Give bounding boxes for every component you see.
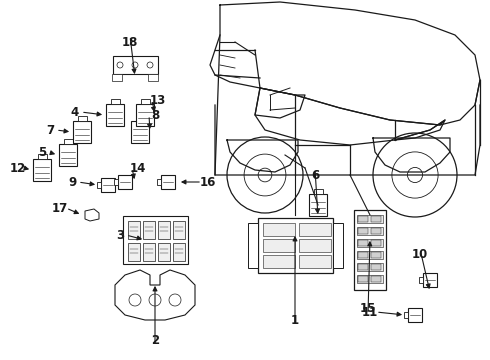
FancyBboxPatch shape — [371, 276, 381, 282]
Text: 15: 15 — [360, 302, 376, 315]
Text: 12: 12 — [10, 162, 26, 175]
FancyBboxPatch shape — [118, 175, 132, 189]
FancyBboxPatch shape — [371, 264, 381, 270]
FancyBboxPatch shape — [357, 215, 383, 223]
FancyBboxPatch shape — [143, 243, 154, 261]
FancyBboxPatch shape — [114, 179, 118, 185]
FancyBboxPatch shape — [357, 251, 383, 259]
FancyBboxPatch shape — [419, 277, 423, 283]
FancyBboxPatch shape — [333, 222, 343, 267]
FancyBboxPatch shape — [112, 74, 122, 81]
Text: 10: 10 — [412, 248, 428, 261]
FancyBboxPatch shape — [143, 221, 154, 239]
Text: 1: 1 — [291, 314, 299, 327]
FancyBboxPatch shape — [371, 240, 381, 246]
Text: 17: 17 — [52, 202, 68, 215]
FancyBboxPatch shape — [157, 179, 161, 185]
FancyBboxPatch shape — [141, 99, 149, 104]
FancyBboxPatch shape — [38, 154, 47, 159]
FancyBboxPatch shape — [97, 182, 101, 188]
Text: 2: 2 — [151, 333, 159, 346]
FancyBboxPatch shape — [357, 275, 383, 283]
FancyBboxPatch shape — [106, 104, 124, 126]
FancyBboxPatch shape — [358, 252, 368, 258]
FancyBboxPatch shape — [263, 222, 294, 235]
FancyBboxPatch shape — [358, 264, 368, 270]
Text: 3: 3 — [116, 229, 124, 242]
FancyBboxPatch shape — [111, 99, 120, 104]
FancyBboxPatch shape — [298, 222, 330, 235]
FancyBboxPatch shape — [157, 243, 170, 261]
FancyBboxPatch shape — [172, 221, 185, 239]
Text: 18: 18 — [122, 36, 138, 49]
FancyBboxPatch shape — [309, 194, 327, 216]
FancyBboxPatch shape — [314, 189, 322, 194]
FancyBboxPatch shape — [263, 239, 294, 252]
FancyBboxPatch shape — [358, 240, 368, 246]
FancyBboxPatch shape — [73, 121, 91, 143]
FancyBboxPatch shape — [77, 116, 87, 121]
FancyBboxPatch shape — [64, 139, 73, 144]
FancyBboxPatch shape — [298, 255, 330, 267]
FancyBboxPatch shape — [357, 227, 383, 235]
FancyBboxPatch shape — [136, 104, 154, 126]
FancyBboxPatch shape — [371, 216, 381, 222]
FancyBboxPatch shape — [371, 228, 381, 234]
FancyBboxPatch shape — [148, 74, 158, 81]
FancyBboxPatch shape — [258, 217, 333, 273]
FancyBboxPatch shape — [423, 273, 437, 287]
FancyBboxPatch shape — [136, 116, 145, 121]
FancyBboxPatch shape — [59, 144, 77, 166]
FancyBboxPatch shape — [33, 159, 51, 181]
FancyBboxPatch shape — [354, 210, 386, 290]
Text: 13: 13 — [150, 94, 166, 107]
FancyBboxPatch shape — [113, 56, 157, 74]
Text: 9: 9 — [68, 176, 76, 189]
FancyBboxPatch shape — [161, 175, 175, 189]
Text: 4: 4 — [71, 105, 79, 118]
Text: 11: 11 — [362, 306, 378, 319]
FancyBboxPatch shape — [122, 216, 188, 264]
FancyBboxPatch shape — [127, 221, 140, 239]
FancyBboxPatch shape — [101, 178, 115, 192]
FancyBboxPatch shape — [298, 239, 330, 252]
FancyBboxPatch shape — [127, 243, 140, 261]
Text: 16: 16 — [200, 176, 216, 189]
FancyBboxPatch shape — [172, 243, 185, 261]
FancyBboxPatch shape — [131, 121, 149, 143]
FancyBboxPatch shape — [358, 276, 368, 282]
FancyBboxPatch shape — [357, 263, 383, 271]
FancyBboxPatch shape — [357, 239, 383, 247]
FancyBboxPatch shape — [408, 308, 422, 322]
FancyBboxPatch shape — [263, 255, 294, 267]
Text: 7: 7 — [46, 123, 54, 136]
FancyBboxPatch shape — [358, 216, 368, 222]
FancyBboxPatch shape — [157, 221, 170, 239]
FancyBboxPatch shape — [358, 228, 368, 234]
Text: 6: 6 — [311, 168, 319, 181]
Text: 5: 5 — [38, 145, 46, 158]
FancyBboxPatch shape — [371, 252, 381, 258]
FancyBboxPatch shape — [247, 222, 258, 267]
Text: 8: 8 — [151, 108, 159, 122]
Text: 14: 14 — [130, 162, 146, 175]
FancyBboxPatch shape — [404, 312, 408, 318]
